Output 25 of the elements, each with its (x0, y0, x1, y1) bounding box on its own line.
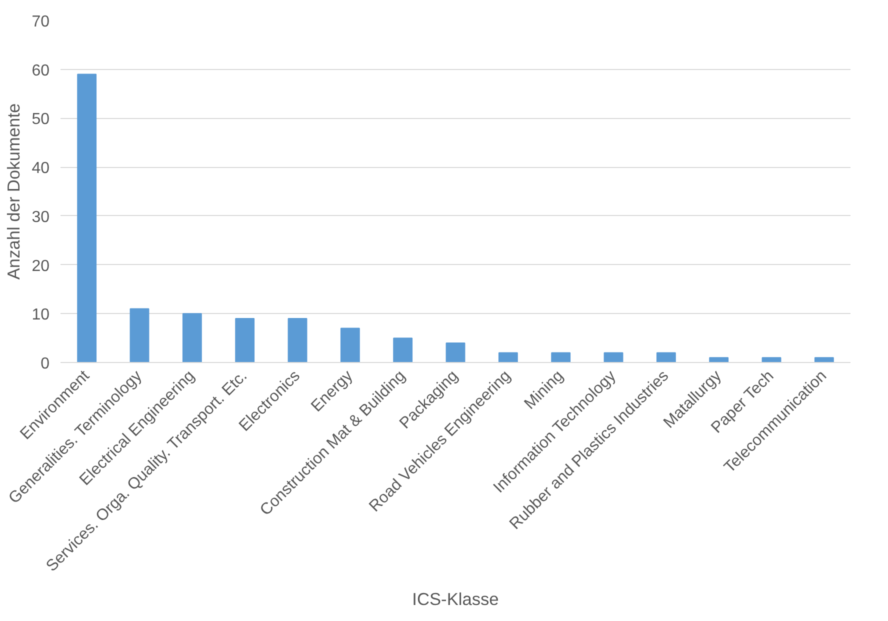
bar (498, 352, 518, 362)
bar (288, 318, 308, 362)
bar (551, 352, 571, 362)
y-tick-label: 20 (32, 258, 50, 275)
x-axis-title: ICS-Klasse (412, 589, 499, 610)
y-tick-label: 70 (32, 14, 50, 30)
y-tick-label: 10 (32, 306, 50, 324)
y-tick-label: 50 (32, 111, 50, 128)
bar (446, 342, 466, 362)
bar (656, 352, 676, 362)
bar (393, 338, 413, 362)
bar (130, 308, 150, 362)
bar (762, 357, 782, 362)
bar (814, 357, 834, 362)
y-tick-label: 40 (32, 160, 50, 178)
y-tick-label: 30 (32, 208, 50, 226)
bar (235, 318, 255, 362)
y-axis-title: Anzahl der Dokumente (4, 103, 24, 280)
bar (709, 357, 729, 362)
bar (340, 328, 360, 362)
bar (77, 74, 97, 362)
bar (604, 352, 624, 362)
y-tick-label: 60 (32, 62, 50, 80)
y-tick-label: 0 (40, 356, 50, 372)
bar (182, 313, 202, 362)
